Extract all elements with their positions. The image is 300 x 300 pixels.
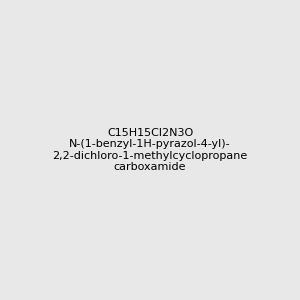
Text: C15H15Cl2N3O
N-(1-benzyl-1H-pyrazol-4-yl)-
2,2-dichloro-1-methylcyclopropane
car: C15H15Cl2N3O N-(1-benzyl-1H-pyrazol-4-yl… xyxy=(52,128,247,172)
